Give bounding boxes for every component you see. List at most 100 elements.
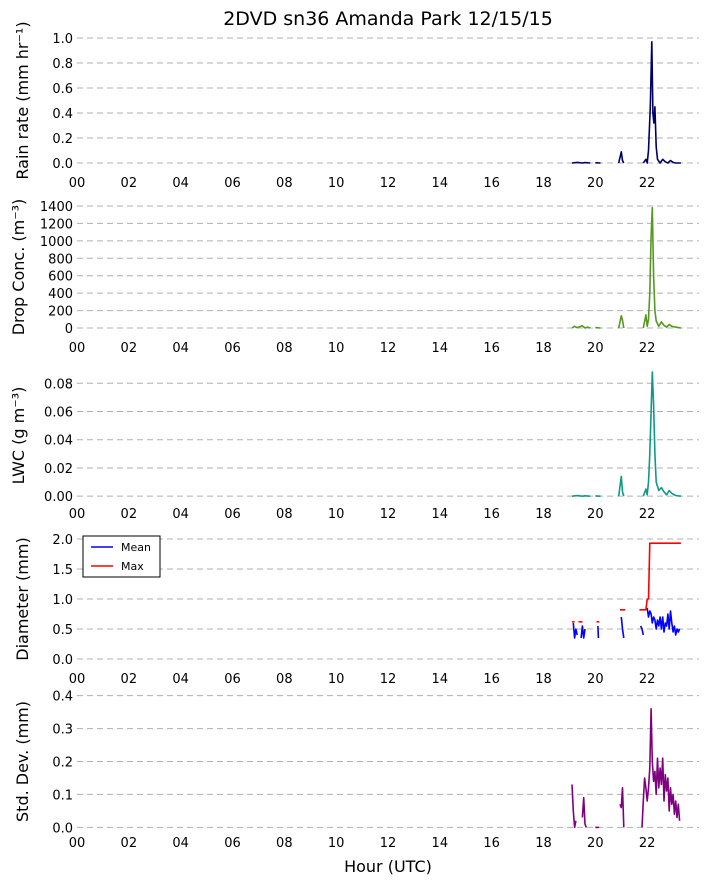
x-tick-label: 06 xyxy=(224,176,241,191)
series-line xyxy=(642,206,682,329)
x-tick-label: 22 xyxy=(639,507,656,522)
series-line xyxy=(641,707,681,828)
x-tick-label: 10 xyxy=(328,507,345,522)
x-tick-label: 16 xyxy=(483,507,500,522)
series-line xyxy=(571,324,591,329)
x-tick-label: 14 xyxy=(432,341,449,356)
y-tick-label: 0.00 xyxy=(44,490,73,505)
x-tick-label: 10 xyxy=(328,672,345,687)
x-axis-label: Hour (UTC) xyxy=(344,857,432,876)
series-line xyxy=(581,796,588,828)
series-line xyxy=(617,151,625,164)
x-tick-label: 14 xyxy=(432,672,449,687)
x-tick-label: 18 xyxy=(535,672,552,687)
y-tick-label: 0 xyxy=(65,322,73,337)
y-tick-label: 0.1 xyxy=(52,788,73,803)
x-tick-label: 10 xyxy=(328,341,345,356)
series-1 xyxy=(571,206,682,329)
y-tick-label: 0.06 xyxy=(44,406,73,421)
x-tick-label: 12 xyxy=(380,672,397,687)
y-tick-label: 0.3 xyxy=(52,723,73,738)
y-tick-label: 0.0 xyxy=(52,157,73,172)
y-tick-label: 0.0 xyxy=(52,821,73,836)
y-tick-label: 0.4 xyxy=(52,107,73,122)
series-line xyxy=(572,622,578,639)
x-tick-label: 06 xyxy=(224,341,241,356)
x-tick-label: 20 xyxy=(587,341,604,356)
y-tick-label: 0.08 xyxy=(44,377,73,392)
y-tick-label: 400 xyxy=(48,287,73,302)
x-tick-label: 18 xyxy=(535,341,552,356)
x-tick-label: 16 xyxy=(483,341,500,356)
x-tick-label: 22 xyxy=(639,836,656,851)
y-tick-label: 0.04 xyxy=(44,434,73,449)
subplot-1: 0.0 0.2 0.4 0.6 0.8 1.0 00 02 04 06 08 10 12 14 16 18 20… xyxy=(13,21,699,191)
series-line xyxy=(571,161,591,164)
x-tick-label: 20 xyxy=(587,507,604,522)
y-tick-label: 2.0 xyxy=(52,533,73,548)
x-tick-label: 22 xyxy=(639,341,656,356)
y-axis-label: Rain rate (mm hr⁻¹) xyxy=(13,21,32,179)
series-1 xyxy=(571,371,682,498)
series-max xyxy=(572,542,681,623)
x-tick-label: 14 xyxy=(432,507,449,522)
x-tick-label: 02 xyxy=(121,672,138,687)
x-tick-label: 18 xyxy=(535,176,552,191)
legend-label: Mean xyxy=(121,541,151,554)
legend-label: Max xyxy=(121,560,144,573)
x-tick-label: 08 xyxy=(276,836,293,851)
series-line xyxy=(580,625,586,639)
x-tick-label: 14 xyxy=(432,836,449,851)
x-tick-label: 04 xyxy=(172,176,189,191)
y-tick-label: 1.0 xyxy=(52,32,73,47)
y-tick-label: 1.0 xyxy=(52,593,73,608)
y-tick-label: 0.2 xyxy=(52,132,73,147)
y-tick-label: 200 xyxy=(48,305,73,320)
x-tick-label: 08 xyxy=(276,341,293,356)
x-tick-label: 02 xyxy=(121,176,138,191)
series-line xyxy=(571,784,577,829)
y-tick-label: 1.5 xyxy=(52,563,73,578)
subplot-2: 0 200 400 600 800 1000 1200 1400 00 02 04 06 08 10 12 1… xyxy=(9,199,699,356)
x-tick-label: 06 xyxy=(224,507,241,522)
y-tick-label: 0.5 xyxy=(52,623,73,638)
legend-box xyxy=(82,535,161,578)
x-tick-label: 10 xyxy=(328,836,345,851)
x-tick-label: 14 xyxy=(432,176,449,191)
y-tick-label: 0.02 xyxy=(44,462,73,477)
x-tick-label: 18 xyxy=(535,507,552,522)
y-tick-label: 0.6 xyxy=(52,82,73,97)
x-tick-label: 08 xyxy=(276,507,293,522)
series-line xyxy=(639,625,645,636)
x-tick-label: 00 xyxy=(69,836,86,851)
x-tick-label: 06 xyxy=(224,836,241,851)
x-tick-label: 04 xyxy=(172,672,189,687)
y-axis-label: Diameter (mm) xyxy=(13,537,32,660)
series-line xyxy=(617,475,625,497)
series-line xyxy=(620,616,625,639)
series-line xyxy=(642,371,682,497)
y-tick-label: 0.0 xyxy=(52,653,73,668)
x-tick-label: 08 xyxy=(276,176,293,191)
x-tick-label: 00 xyxy=(69,672,86,687)
x-tick-label: 12 xyxy=(380,341,397,356)
subplot-5: 0.0 0.1 0.2 0.3 0.4 00 02 04 06 08 10 12 14 16 18 20 22 S… xyxy=(13,690,699,851)
x-tick-label: 20 xyxy=(587,672,604,687)
figure-title: 2DVD sn36 Amanda Park 12/15/15 xyxy=(223,8,553,30)
x-tick-label: 20 xyxy=(587,176,604,191)
series-1 xyxy=(571,707,681,829)
x-tick-label: 18 xyxy=(535,836,552,851)
x-tick-label: 12 xyxy=(380,836,397,851)
series-line xyxy=(642,40,681,164)
x-tick-label: 04 xyxy=(172,836,189,851)
series-line xyxy=(639,542,681,611)
x-tick-label: 00 xyxy=(69,176,86,191)
y-tick-label: 1000 xyxy=(40,235,73,250)
x-tick-label: 20 xyxy=(587,836,604,851)
series-1 xyxy=(571,40,681,164)
x-tick-label: 02 xyxy=(121,341,138,356)
y-tick-label: 600 xyxy=(48,270,73,285)
y-tick-label: 1200 xyxy=(40,217,73,232)
y-tick-label: 0.2 xyxy=(52,756,73,771)
